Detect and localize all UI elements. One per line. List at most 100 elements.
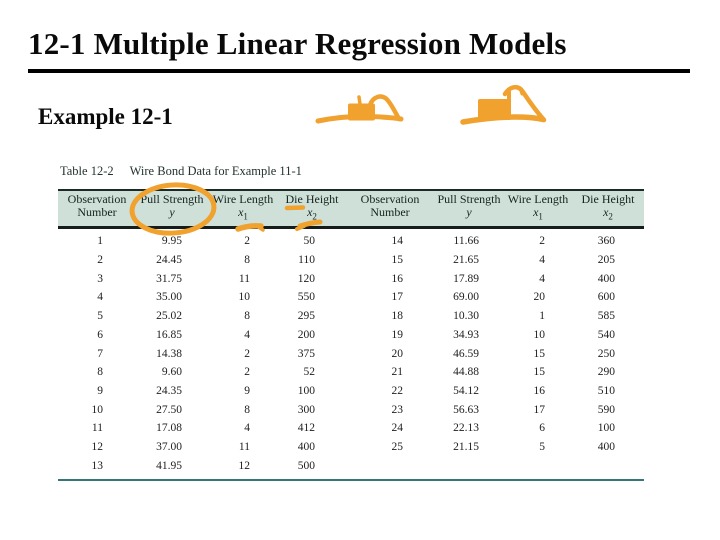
data-cell: 17 <box>533 403 546 416</box>
data-cell: 540 <box>597 328 615 341</box>
data-cell: 6 <box>539 422 545 435</box>
data-cell: 4 <box>244 422 250 435</box>
data-cell: 9 <box>97 384 103 397</box>
data-cell: 21.65 <box>453 254 479 267</box>
data-cell: 11 <box>238 440 250 453</box>
data-cell: 4 <box>539 272 545 285</box>
example-heading: Example 12-1 <box>38 104 173 129</box>
slide-title: 12-1 Multiple Linear Regression Models <box>28 26 567 61</box>
data-cell: 250 <box>597 347 615 360</box>
data-cell: 54.12 <box>453 384 479 397</box>
data-cell: 590 <box>597 403 615 416</box>
data-cell: 34.93 <box>453 328 479 341</box>
data-cell: 18 <box>391 310 404 323</box>
data-cell: 20 <box>391 347 404 360</box>
data-cell: 24.45 <box>156 254 182 267</box>
data-cell <box>572 457 644 476</box>
data-cell: 69.00 <box>453 291 479 304</box>
data-cell: 11 <box>91 422 103 435</box>
header-cell: Die Height x2 <box>285 192 339 222</box>
data-cell: 412 <box>297 422 315 435</box>
data-cell: 8 <box>244 403 250 416</box>
data-cell: 600 <box>597 291 615 304</box>
data-cell: 21.15 <box>453 440 479 453</box>
data-cell: 21 <box>391 366 404 379</box>
table-header-row: Observation Number Pull Strength y Wire Leng… <box>58 189 644 230</box>
data-cell: 360 <box>597 235 615 248</box>
data-cell: 295 <box>297 310 315 323</box>
data-cell: 14.38 <box>156 347 182 360</box>
data-cell: 5 <box>539 440 545 453</box>
data-cell: 15 <box>391 254 404 267</box>
data-cell: 510 <box>597 384 615 397</box>
data-cell: 14 <box>391 235 404 248</box>
data-cell: 20 <box>533 291 546 304</box>
data-cell: 3 <box>97 272 103 285</box>
data-cell: 400 <box>597 440 615 453</box>
data-cell: 27.50 <box>156 403 182 416</box>
data-cell: 11.66 <box>453 235 479 248</box>
data-cell: 52 <box>303 366 316 379</box>
data-cell: 17.08 <box>156 422 182 435</box>
data-cell: 550 <box>297 291 315 304</box>
data-cell: 56.63 <box>453 403 479 416</box>
data-cell: 19 <box>391 328 404 341</box>
table-bottom-rule <box>58 479 644 482</box>
data-cell <box>346 457 434 476</box>
data-cell: 25 <box>391 440 404 453</box>
data-cell: 205 <box>597 254 615 267</box>
data-cell: 11 <box>238 272 250 285</box>
header-cell: Observation Number <box>67 192 127 219</box>
data-cell: 200 <box>297 328 315 341</box>
data-cell: 2 <box>244 347 250 360</box>
table-caption-title: Wire Bond Data for Example 11-1 <box>129 164 302 178</box>
data-cell: 400 <box>297 440 315 453</box>
wire-bond-small-doodle-icon <box>315 94 404 124</box>
data-cell: 10 <box>91 403 104 416</box>
data-cell <box>504 457 572 476</box>
data-cell: 9.95 <box>161 235 182 248</box>
data-cell: 585 <box>597 310 615 323</box>
wire-bond-data-table: Observation Number Pull Strength y Wire Leng… <box>58 189 644 482</box>
data-cell: 15 <box>533 366 546 379</box>
data-cell: 8 <box>244 254 250 267</box>
wire-bond-large-doodle-icon <box>460 84 547 125</box>
data-cell: 8 <box>97 366 103 379</box>
data-cell <box>434 457 504 476</box>
data-cell: 290 <box>597 366 615 379</box>
data-cell: 17 <box>391 291 404 304</box>
data-cell: 24 <box>391 422 404 435</box>
data-cell: 16 <box>533 384 546 397</box>
table-caption: Table 12-2 Wire Bond Data for Example 11-… <box>60 164 302 179</box>
data-cell: 10 <box>238 291 251 304</box>
data-cell: 12 <box>238 459 251 472</box>
header-cell: Pull Strength y <box>140 192 204 219</box>
data-cell: 10.30 <box>453 310 479 323</box>
data-cell: 110 <box>298 254 315 267</box>
data-cell: 300 <box>297 403 315 416</box>
data-cell: 1 <box>97 235 103 248</box>
data-cell: 9 <box>244 384 250 397</box>
data-cell: 15 <box>533 347 546 360</box>
header-cell: Pull Strength y <box>437 192 501 219</box>
data-cell: 4 <box>244 328 250 341</box>
data-cell: 2 <box>97 254 103 267</box>
title-underline <box>28 69 690 73</box>
header-cell: Observation Number <box>360 192 420 219</box>
data-cell: 5 <box>97 310 103 323</box>
data-cell: 31.75 <box>156 272 182 285</box>
data-cell: 4 <box>539 254 545 267</box>
data-cell: 12 <box>91 440 104 453</box>
data-cell: 2 <box>244 366 250 379</box>
data-cell: 41.95 <box>156 459 182 472</box>
data-cell: 2 <box>539 235 545 248</box>
data-cell: 22 <box>391 384 404 397</box>
data-cell: 7 <box>97 347 103 360</box>
data-cell: 6 <box>97 328 103 341</box>
data-cell: 37.00 <box>156 440 182 453</box>
data-cell: 13 <box>91 459 104 472</box>
data-cell: 9.60 <box>161 366 182 379</box>
data-cell: 17.89 <box>453 272 479 285</box>
data-cell: 16 <box>391 272 404 285</box>
header-cell: Wire Length x1 <box>212 192 274 222</box>
